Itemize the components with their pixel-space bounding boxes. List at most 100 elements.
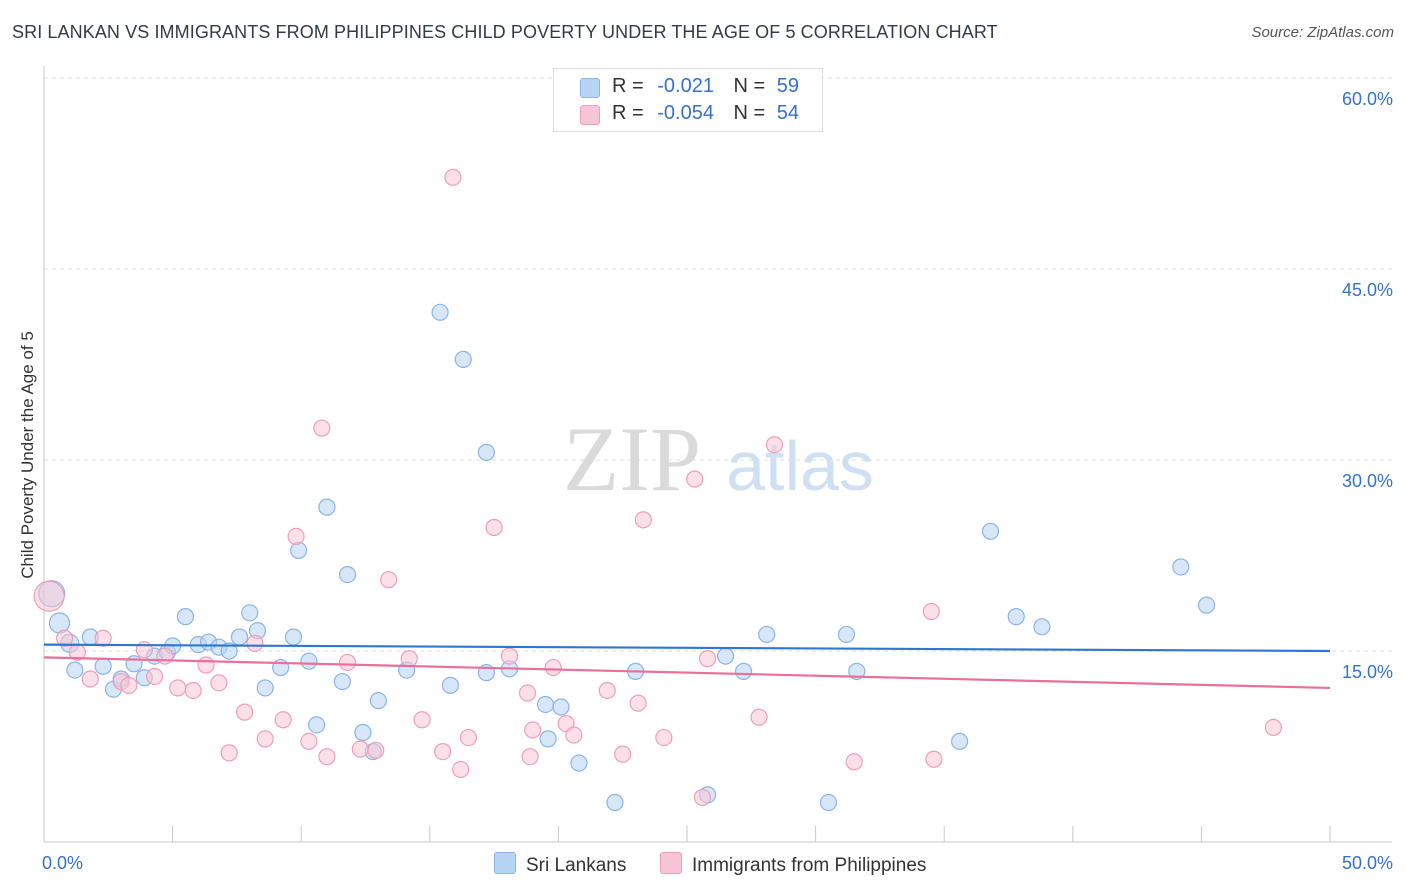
data-point <box>236 703 254 721</box>
legend-swatch-pink <box>660 852 682 874</box>
r-label: R = <box>612 75 644 97</box>
data-point <box>500 647 519 665</box>
data-point <box>477 443 495 461</box>
data-point <box>145 667 164 686</box>
data-point <box>452 760 470 779</box>
y-tick-label: 30.0% <box>1342 471 1393 491</box>
data-point <box>951 732 969 751</box>
data-point <box>308 716 326 734</box>
series-sri-lankans <box>38 303 1216 812</box>
data-point <box>241 604 259 622</box>
n-label: N = <box>733 102 766 124</box>
data-point <box>922 602 940 621</box>
stats-swatch-pink <box>580 105 600 125</box>
data-point <box>698 650 717 668</box>
y-tick-label: 15.0% <box>1342 662 1393 682</box>
data-point <box>380 571 398 589</box>
data-point <box>274 711 292 729</box>
data-point <box>441 676 459 694</box>
data-point <box>220 744 238 762</box>
data-point <box>176 608 195 626</box>
data-point <box>716 647 735 665</box>
data-point <box>230 628 249 646</box>
data-point <box>444 168 462 186</box>
data-point <box>94 629 112 647</box>
data-point <box>1033 618 1051 636</box>
data-point <box>313 419 331 437</box>
data-point <box>318 748 336 766</box>
data-point <box>845 753 863 771</box>
data-point <box>606 793 624 812</box>
data-point <box>66 661 84 679</box>
data-point <box>686 470 704 488</box>
data-point <box>544 658 562 677</box>
data-point <box>634 511 652 529</box>
data-point <box>125 655 143 673</box>
data-point <box>614 745 632 763</box>
data-point <box>454 350 472 369</box>
data-point <box>518 684 537 702</box>
data-point <box>819 793 838 812</box>
correlation-stats-box: R = -0.021 N = 59 R = -0.054 N = 54 <box>553 68 823 132</box>
data-point <box>300 652 318 670</box>
data-point <box>354 723 372 742</box>
n-label: N = <box>733 75 766 97</box>
data-point <box>33 580 65 612</box>
data-point <box>55 629 74 647</box>
data-point <box>400 650 418 668</box>
trend-line-sri-lankans <box>43 643 1331 653</box>
chart-title: SRI LANKAN VS IMMIGRANTS FROM PHILIPPINE… <box>12 22 998 42</box>
data-point <box>333 672 351 691</box>
data-point <box>338 653 357 672</box>
legend-item-philippines[interactable]: Immigrants from Philippines <box>660 852 926 877</box>
data-point <box>565 726 583 744</box>
data-point <box>413 711 431 729</box>
n-value: 59 <box>776 75 800 97</box>
data-point <box>318 498 336 516</box>
data-point <box>287 527 305 546</box>
legend-swatch-blue <box>494 852 516 874</box>
x-tick-label: 0.0% <box>42 853 83 873</box>
data-point <box>485 518 503 537</box>
data-point <box>351 740 369 758</box>
watermark-atlas: atlas <box>726 427 874 505</box>
r-label: R = <box>612 102 644 124</box>
data-point <box>1197 596 1216 614</box>
data-point <box>210 674 228 692</box>
x-tick-label: 50.0% <box>1342 853 1393 873</box>
data-point <box>524 721 542 739</box>
data-point <box>169 679 187 697</box>
y-tick-label: 60.0% <box>1342 89 1393 109</box>
data-point <box>197 656 215 674</box>
legend-item-sri-lankans[interactable]: Sri Lankans <box>494 852 626 877</box>
data-point <box>629 694 647 712</box>
data-point <box>431 303 449 321</box>
data-point <box>156 647 174 665</box>
data-point <box>459 728 477 747</box>
data-point <box>434 742 452 761</box>
source-label: Source: ZipAtlas.com <box>1251 24 1394 41</box>
data-point <box>120 676 138 694</box>
watermark-zip: ZIP <box>563 408 701 510</box>
legend-label: Immigrants from Philippines <box>692 855 927 876</box>
data-point <box>369 692 387 710</box>
data-point <box>837 625 856 644</box>
data-point <box>184 681 202 700</box>
data-point <box>536 695 555 714</box>
data-point <box>1264 718 1283 737</box>
stats-swatch-blue <box>580 78 600 98</box>
trend-line-philippines <box>43 656 1331 690</box>
data-point <box>765 436 784 454</box>
data-point <box>290 541 308 560</box>
data-point <box>367 741 385 759</box>
data-point <box>655 728 673 747</box>
data-point <box>539 730 557 748</box>
data-point <box>246 634 264 652</box>
data-point <box>552 698 570 716</box>
data-point <box>81 670 99 688</box>
data-point <box>300 732 318 751</box>
data-point <box>981 522 1000 540</box>
r-value: -0.054 <box>657 102 714 124</box>
data-point <box>1007 608 1025 626</box>
